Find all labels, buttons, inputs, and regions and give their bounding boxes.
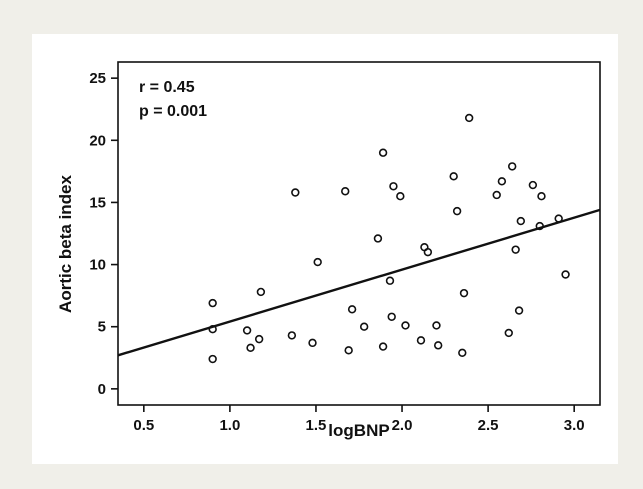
data-point <box>242 326 252 335</box>
x-axis-title: logBNP <box>328 421 389 440</box>
x-tick-label: 2.0 <box>392 417 413 434</box>
data-point <box>492 190 501 200</box>
y-tick-label: 10 <box>89 257 106 274</box>
stat-p: p = 0.001 <box>139 103 207 120</box>
stat-r: r = 0.45 <box>139 79 195 96</box>
data-point <box>459 288 469 298</box>
data-point <box>208 354 217 364</box>
data-point <box>341 187 350 196</box>
data-point <box>528 180 538 190</box>
data-point <box>208 324 217 334</box>
data-point <box>347 305 357 314</box>
data-point <box>432 321 441 330</box>
y-axis-title: Aortic beta index <box>56 174 75 312</box>
y-tick-label: 25 <box>89 70 106 87</box>
data-points <box>208 113 570 364</box>
data-point <box>246 343 255 353</box>
x-tick-label: 1.0 <box>219 417 240 434</box>
y-tick-label: 20 <box>89 132 106 149</box>
data-point <box>516 216 526 226</box>
data-point <box>208 298 217 308</box>
y-tick-label: 15 <box>89 194 106 211</box>
data-point <box>423 247 433 257</box>
x-tick-label: 1.5 <box>306 417 327 434</box>
data-point <box>511 245 520 254</box>
data-point <box>308 338 317 348</box>
data-point <box>373 234 383 243</box>
data-point <box>387 312 396 321</box>
data-point <box>416 336 426 345</box>
x-tick-label: 0.5 <box>133 417 154 434</box>
data-point <box>464 113 474 123</box>
data-point <box>449 172 458 181</box>
data-point <box>514 306 524 315</box>
data-point <box>378 148 388 157</box>
y-tick-label: 0 <box>98 381 106 398</box>
x-axis: 0.5 1.0 1.5 2.0 2.5 3.0 <box>133 405 585 434</box>
figure-panel: 0 5 10 15 20 25 0.5 1.0 1.5 2.0 2.5 3.0 r = 0.45 p… <box>32 34 618 464</box>
data-point <box>561 270 570 279</box>
data-point <box>287 331 297 340</box>
y-tick-label: 5 <box>98 319 106 336</box>
data-point <box>389 182 398 191</box>
data-point <box>385 276 395 285</box>
data-point <box>401 321 410 330</box>
data-point <box>433 341 443 350</box>
x-tick-label: 2.5 <box>478 417 499 434</box>
data-point <box>537 192 546 201</box>
data-point <box>497 177 507 186</box>
data-point <box>396 192 405 201</box>
data-point <box>508 162 517 171</box>
data-point <box>344 346 353 355</box>
data-point <box>504 328 513 338</box>
data-point <box>291 188 300 197</box>
data-point <box>535 221 544 231</box>
data-point <box>458 348 467 358</box>
data-point <box>359 322 369 331</box>
data-point <box>256 287 266 297</box>
data-point <box>254 334 264 344</box>
data-point <box>452 206 462 216</box>
data-point <box>313 257 322 267</box>
regression-line-group <box>117 208 601 357</box>
y-axis: 0 5 10 15 20 25 <box>89 70 118 398</box>
data-point <box>554 214 563 223</box>
x-tick-label: 3.0 <box>564 417 585 434</box>
data-point <box>378 342 388 351</box>
scatter-chart: 0 5 10 15 20 25 0.5 1.0 1.5 2.0 2.5 3.0 r = 0.45 p… <box>56 61 601 440</box>
regression-line <box>117 208 601 357</box>
